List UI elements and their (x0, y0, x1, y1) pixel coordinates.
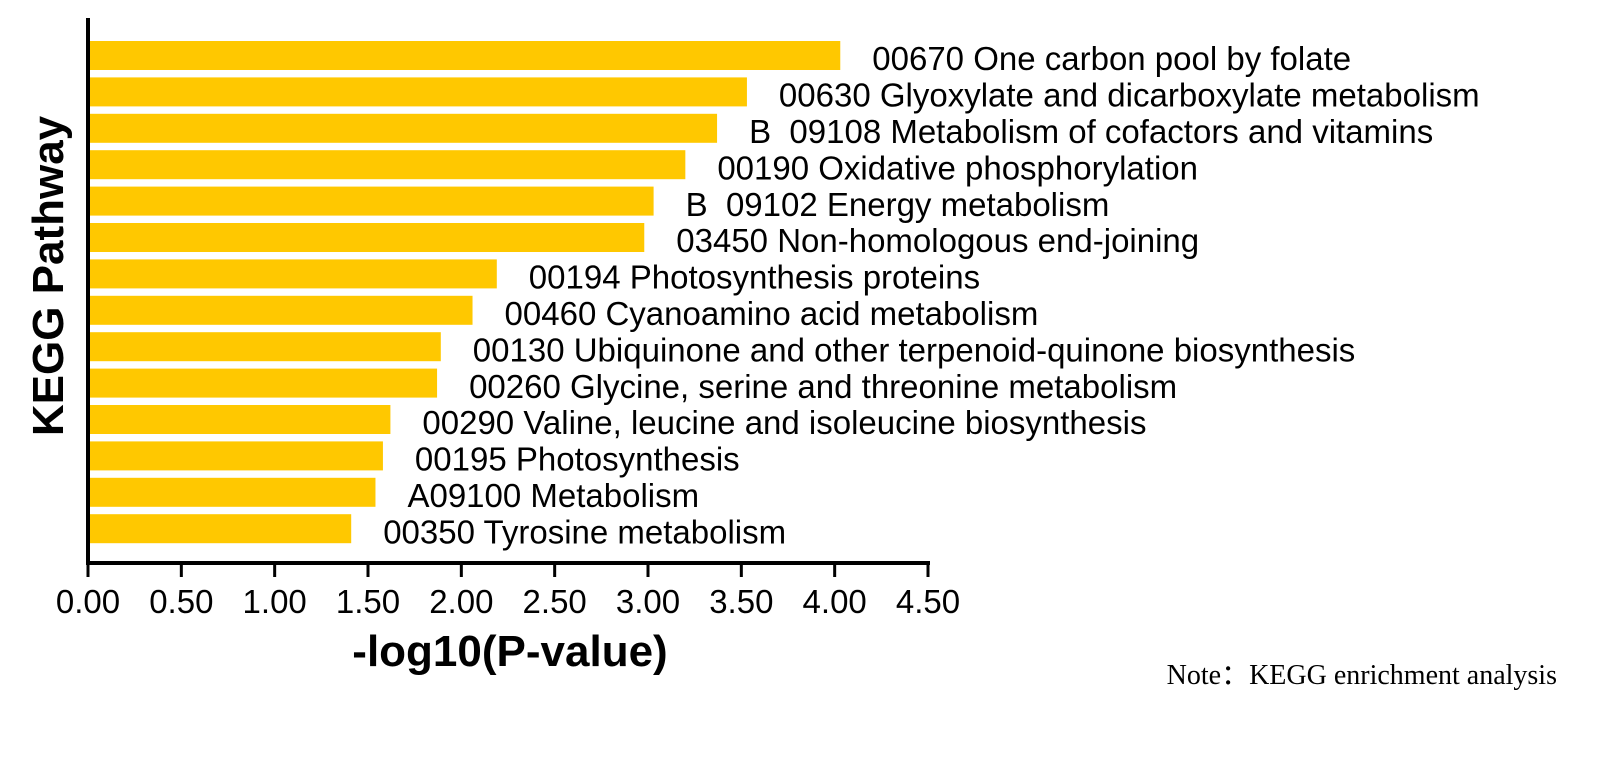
bar (88, 441, 383, 471)
x-ticks-group: 0.00 0.50 1.00 1.50 2.00 2.50 3.00 3.50 4.00 4.50 (56, 563, 960, 620)
bar (88, 150, 686, 180)
x-tick-label: 4.00 (803, 583, 867, 620)
bar (88, 259, 497, 289)
note-text: Note：KEGG enrichment analysis (1167, 660, 1557, 691)
x-tick-label: 3.00 (616, 583, 680, 620)
bar-label: 00290 Valine, leucine and isoleucine bio… (422, 404, 1146, 441)
bars-group (88, 41, 841, 544)
x-tick-label: 1.00 (243, 583, 307, 620)
bar-label: 00670 One carbon pool by folate (872, 40, 1351, 77)
bar-label: 00260 Glycine, serine and threonine meta… (469, 368, 1177, 405)
bar (88, 113, 718, 143)
bar (88, 295, 473, 325)
bar (88, 186, 654, 216)
x-tick-label: 2.00 (429, 583, 493, 620)
x-tick-label: 1.50 (336, 583, 400, 620)
bar-label: B 09102 Energy metabolism (686, 186, 1110, 223)
x-tick-label: 3.50 (709, 583, 773, 620)
x-axis-title: -log10(P-value) (352, 627, 667, 676)
bar-label: 00460 Cyanoamino acid metabolism (505, 295, 1039, 332)
bar-label: 00194 Photosynthesis proteins (529, 259, 980, 296)
x-tick-label: 0.50 (149, 583, 213, 620)
bar-label: A09100 Metabolism (407, 477, 699, 514)
bar (88, 77, 747, 107)
bar (88, 405, 391, 434)
bar (88, 514, 352, 544)
bar-label: 00130 Ubiquinone and other terpenoid-qui… (473, 331, 1356, 368)
x-tick-label: 4.50 (896, 583, 960, 620)
bar (88, 223, 645, 252)
bar-label: 00350 Tyrosine metabolism (383, 513, 786, 550)
bar-label: 00190 Oxidative phosphorylation (717, 149, 1198, 186)
bar (88, 41, 841, 70)
bar-label: 00630 Glyoxylate and dicarboxylate metab… (779, 77, 1480, 114)
x-tick-label: 2.50 (523, 583, 587, 620)
bar-label: B 09108 Metabolism of cofactors and vita… (749, 113, 1433, 150)
x-tick-label: 0.00 (56, 583, 120, 620)
bar-label: 03450 Non-homologous end-joining (676, 222, 1199, 259)
y-axis-title: KEGG Pathway (24, 115, 73, 436)
bar (88, 368, 438, 398)
bar (88, 332, 441, 362)
bar (88, 477, 376, 507)
bar-label: 00195 Photosynthesis (415, 441, 740, 478)
